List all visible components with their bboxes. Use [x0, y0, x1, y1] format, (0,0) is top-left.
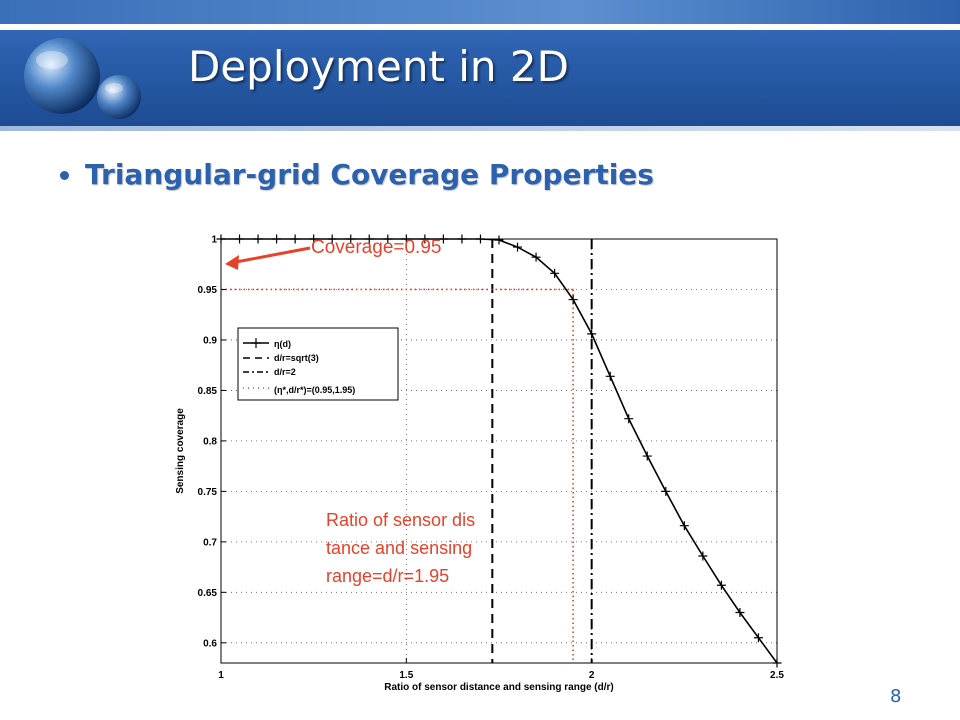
data-point-marker	[235, 234, 245, 244]
x-tick-label: 2.5	[770, 670, 784, 681]
y-tick-label: 1	[211, 235, 217, 246]
y-tick-label: 0.85	[198, 386, 218, 397]
data-point-marker	[494, 235, 504, 245]
x-tick-label: 2	[589, 670, 595, 681]
bullet-text: Triangular-grid Coverage Properties	[85, 158, 654, 191]
data-point-marker	[716, 580, 726, 590]
slide-title: Deployment in 2D	[188, 42, 569, 91]
data-point-marker	[679, 521, 689, 531]
y-tick-label: 0.95	[198, 285, 218, 296]
data-point-marker	[401, 234, 411, 244]
data-point-marker	[587, 329, 597, 339]
data-point-marker	[753, 633, 763, 643]
y-tick-label: 0.6	[203, 638, 217, 649]
chart-legend: η(d) d/r=sqrt(3) d/r=2 (η*,d/r*)=(0.95,1…	[237, 327, 399, 401]
y-tick-label: 0.9	[203, 335, 217, 346]
chart-grid	[221, 239, 777, 663]
data-point-marker	[364, 234, 374, 244]
data-point-marker	[327, 234, 337, 244]
data-point-marker	[309, 234, 319, 244]
data-point-marker	[735, 608, 745, 618]
header-divider	[0, 24, 960, 30]
data-point-marker	[272, 234, 282, 244]
data-point-marker	[661, 486, 671, 496]
y-tick-label: 0.65	[198, 588, 218, 599]
header-bottom-edge	[0, 126, 960, 131]
legend-box	[237, 327, 399, 401]
x-axis-label: Ratio of sensor distance and sensing ran…	[384, 682, 614, 693]
y-axis-label: Sensing coverage	[175, 408, 186, 494]
series-line-eta	[221, 238, 778, 664]
legend-label-d2: d/r=2	[274, 367, 296, 377]
data-point-marker	[383, 234, 393, 244]
data-point-marker	[420, 234, 430, 244]
data-point-marker	[642, 451, 652, 461]
plot-frame	[220, 238, 778, 664]
data-point-marker	[290, 234, 300, 244]
ratio-annotation-line-1: Ratio of sensor dis	[326, 510, 475, 530]
legend-marker-eta	[251, 338, 261, 348]
coverage-arrow-head-icon	[225, 255, 239, 270]
x-tick-label: 1	[218, 670, 224, 681]
data-point-marker	[253, 234, 263, 244]
legend-label-eta: η(d)	[274, 339, 291, 349]
coverage-arrow	[235, 246, 311, 264]
ratio-annotation-line-2: tance and sensing	[326, 538, 472, 558]
data-point-marker	[568, 295, 578, 305]
data-point-marker	[605, 371, 615, 381]
legend-label-star: (η*,d/r*)=(0.95,1.95)	[274, 385, 355, 395]
bullet-dot-icon	[60, 171, 69, 180]
data-point-marker	[457, 234, 467, 244]
data-point-marker	[475, 234, 485, 244]
x-tick-label: 1.5	[399, 670, 413, 681]
coverage-annotation: Coverage=0.95	[311, 237, 441, 258]
data-point-marker	[346, 234, 356, 244]
series-layer	[216, 234, 782, 668]
data-point-marker	[438, 234, 448, 244]
y-tick-label: 0.75	[198, 487, 218, 498]
header-stripe	[0, 0, 960, 24]
tick-labels: 1 1.5 2 2.5 0.6 0.65 0.7 0.75 0.8 0.85 0.9 0.95 1	[198, 235, 785, 682]
page-number: 8	[890, 686, 902, 707]
y-tick-label: 0.8	[203, 436, 217, 447]
y-tick-label: 0.7	[203, 537, 217, 548]
data-point-marker	[624, 414, 634, 424]
data-point-marker	[531, 252, 541, 262]
globe-logo-icon	[24, 38, 141, 119]
ratio-annotation-line-3: range=d/r=1.95	[326, 566, 449, 586]
bullet-item: Triangular-grid Coverage Properties	[60, 158, 654, 191]
legend-label-sqrt3: d/r=sqrt(3)	[274, 353, 319, 363]
reference-lines	[221, 239, 593, 663]
data-point-marker	[513, 242, 523, 252]
annotations: Coverage=0.95 Ratio of sensor dis tance …	[225, 237, 475, 586]
data-point-marker	[698, 551, 708, 561]
data-point-marker	[550, 268, 560, 278]
